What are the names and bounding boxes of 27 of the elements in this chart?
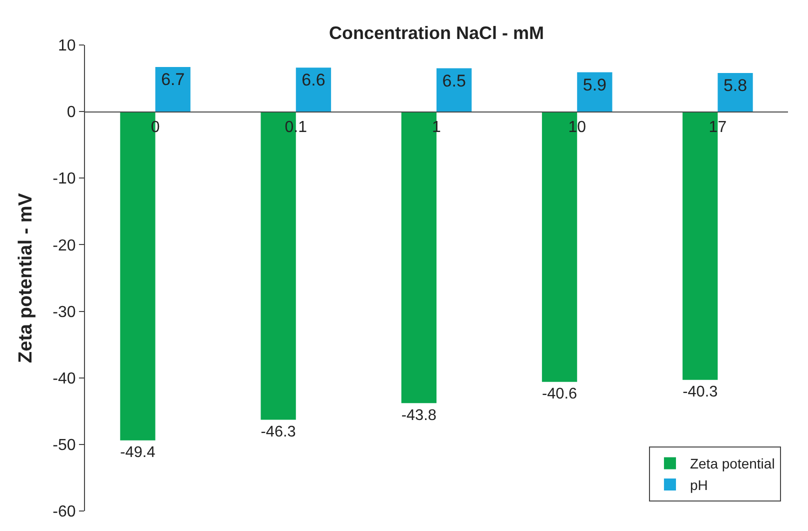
data-label: 6.5 [442, 71, 466, 90]
y-axis-title: Zeta potential - mV [16, 192, 37, 363]
y-tick-label: -50 [52, 437, 76, 454]
data-label: -49.4 [120, 444, 156, 462]
y-tick-label: -30 [52, 304, 76, 321]
x-axis-title: Concentration NaCl - mM [329, 23, 544, 43]
y-tick-label: 0 [66, 104, 76, 122]
bar [155, 66, 190, 112]
bar [718, 72, 753, 112]
data-label: 6.7 [161, 70, 185, 89]
data-label: 5.9 [582, 75, 606, 94]
y-tick-label: 10 [58, 38, 76, 55]
data-label: -40.3 [682, 383, 718, 400]
y-tick-label: -20 [52, 237, 76, 254]
legend-label: Zeta potential [690, 456, 775, 472]
bar [296, 68, 332, 112]
data-label: -46.3 [260, 423, 296, 440]
y-tick-label: -10 [52, 170, 76, 188]
bar [436, 68, 472, 112]
data-label: 6.6 [302, 70, 326, 90]
legend-label: pH [690, 476, 708, 493]
y-tick-label: -60 [52, 504, 76, 521]
y-tick-label: -40 [52, 370, 76, 388]
data-label: 5.8 [723, 76, 748, 95]
data-label: -43.8 [401, 406, 436, 424]
data-label: -40.6 [542, 385, 578, 402]
bar [577, 72, 612, 112]
